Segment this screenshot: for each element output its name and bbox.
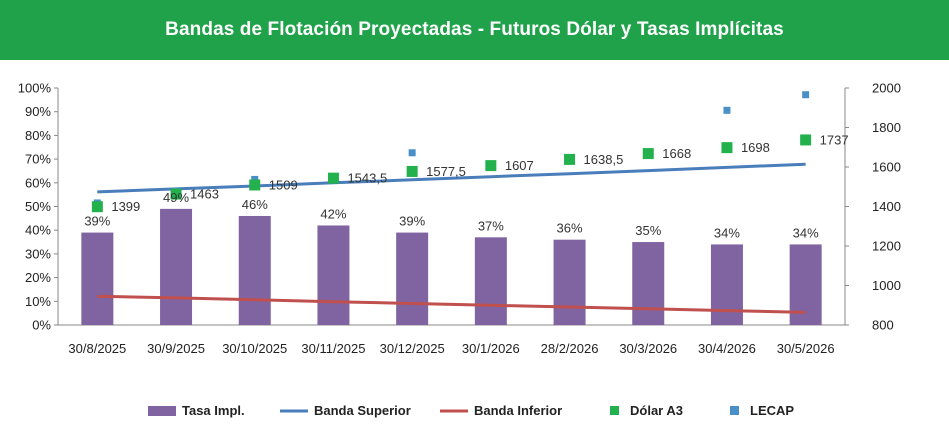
- legend-swatch-bar: [148, 406, 176, 416]
- left-tick-label: 100%: [18, 81, 52, 96]
- right-tick-label: 1000: [872, 278, 901, 293]
- dolar-a3-point: [249, 179, 261, 191]
- right-tick-label: 1400: [872, 199, 901, 214]
- bar: [238, 215, 271, 325]
- dolar-a3-point: [721, 142, 733, 154]
- dolar-a3-data-label: 1698: [741, 140, 770, 155]
- right-tick-label: 2000: [872, 81, 901, 96]
- bar: [553, 239, 586, 325]
- banda-inferior-line: [97, 294, 806, 314]
- left-tick-label: 30%: [25, 246, 51, 261]
- dolar-a3-point: [170, 188, 182, 200]
- bar-data-label: 34%: [714, 225, 740, 240]
- dolar-a3-point: [91, 201, 103, 213]
- bar: [317, 225, 350, 325]
- right-tick-label: 1800: [872, 120, 901, 135]
- bar-data-label: 35%: [635, 223, 661, 238]
- lecap-point: [802, 91, 810, 99]
- title-bar: Bandas de Flotación Proyectadas - Futuro…: [0, 0, 949, 60]
- dolar-a3-point: [642, 148, 654, 160]
- x-tick-label: 30/5/2026: [777, 341, 835, 356]
- dolar-a3-point: [485, 160, 497, 172]
- dolar-a3-data-label: 1737: [820, 132, 849, 147]
- right-tick-label: 1600: [872, 160, 901, 175]
- left-tick-label: 60%: [25, 175, 51, 190]
- dolar-a3-data-label: 1577,5: [426, 164, 466, 179]
- dolar-a3-data-label: 1543,5: [347, 171, 387, 186]
- left-tick-label: 70%: [25, 152, 51, 167]
- right-tick-label: 800: [872, 318, 894, 333]
- bar: [160, 208, 193, 325]
- bar-data-label: 37%: [478, 218, 504, 233]
- x-tick-label: 30/12/2025: [380, 341, 445, 356]
- bar: [710, 244, 743, 325]
- legend-label: Tasa Impl.: [182, 403, 245, 418]
- left-tick-label: 0%: [32, 318, 51, 333]
- dolar-a3-point: [564, 153, 576, 165]
- dolar-a3-data-label: 1638,5: [584, 152, 624, 167]
- dolar-a3-data-label: 1509: [269, 177, 298, 192]
- left-tick-label: 10%: [25, 294, 51, 309]
- left-tick-label: 80%: [25, 128, 51, 143]
- dolar-a3-point: [800, 134, 812, 146]
- bar-data-label: 39%: [399, 214, 425, 229]
- legend-label: LECAP: [750, 403, 794, 418]
- left-tick-label: 50%: [25, 199, 51, 214]
- banda-superior-line: [97, 162, 806, 194]
- x-tick-label: 30/8/2025: [68, 341, 126, 356]
- chart-area: 0% 10% 20% 30% 40% 50% 60% 70% 80% 90% 100% 800 1000…: [18, 81, 901, 419]
- x-tick-label: 30/9/2025: [147, 341, 205, 356]
- bar-data-label: 39%: [84, 214, 110, 229]
- lecap-point: [408, 149, 416, 157]
- legend-swatch-square: [730, 406, 739, 415]
- bar: [632, 242, 665, 325]
- dolar-a3-point: [406, 165, 418, 177]
- left-tick-label: 40%: [25, 223, 51, 238]
- left-tick-label: 20%: [25, 270, 51, 285]
- x-tick-label: 30/10/2025: [222, 341, 287, 356]
- bar-data-label: 49%: [163, 190, 189, 205]
- dolar-a3-data-label: 1399: [111, 199, 140, 214]
- bar-data-label: 46%: [242, 197, 268, 212]
- legend-label: Dólar A3: [630, 403, 683, 418]
- x-tick-label: 30/4/2026: [698, 341, 756, 356]
- x-tick-label: 30/3/2026: [619, 341, 677, 356]
- legend-label: Banda Superior: [314, 403, 411, 418]
- legend-label: Banda Inferior: [474, 403, 562, 418]
- lecap-point: [723, 106, 731, 114]
- bar: [474, 237, 507, 325]
- left-tick-label: 90%: [25, 104, 51, 119]
- bar-data-label: 36%: [557, 221, 583, 236]
- chart-title: Bandas de Flotación Proyectadas - Futuro…: [165, 19, 784, 40]
- right-tick-label: 1200: [872, 239, 901, 254]
- lecap-point: [251, 175, 259, 183]
- x-tick-label: 30/1/2026: [462, 341, 520, 356]
- dolar-a3-point: [327, 172, 339, 184]
- dolar-a3-data-label: 1668: [662, 146, 691, 161]
- x-tick-label: 30/11/2025: [301, 341, 365, 356]
- dolar-a3-data-label: 1463: [190, 187, 219, 202]
- dolar-a3-data-label: 1607: [505, 158, 534, 173]
- bar: [396, 232, 429, 325]
- bar-data-label: 42%: [320, 206, 346, 221]
- x-tick-label: 28/2/2026: [541, 341, 599, 356]
- legend-swatch-square: [610, 406, 619, 415]
- bar: [81, 232, 114, 325]
- bar-data-label: 34%: [793, 225, 819, 240]
